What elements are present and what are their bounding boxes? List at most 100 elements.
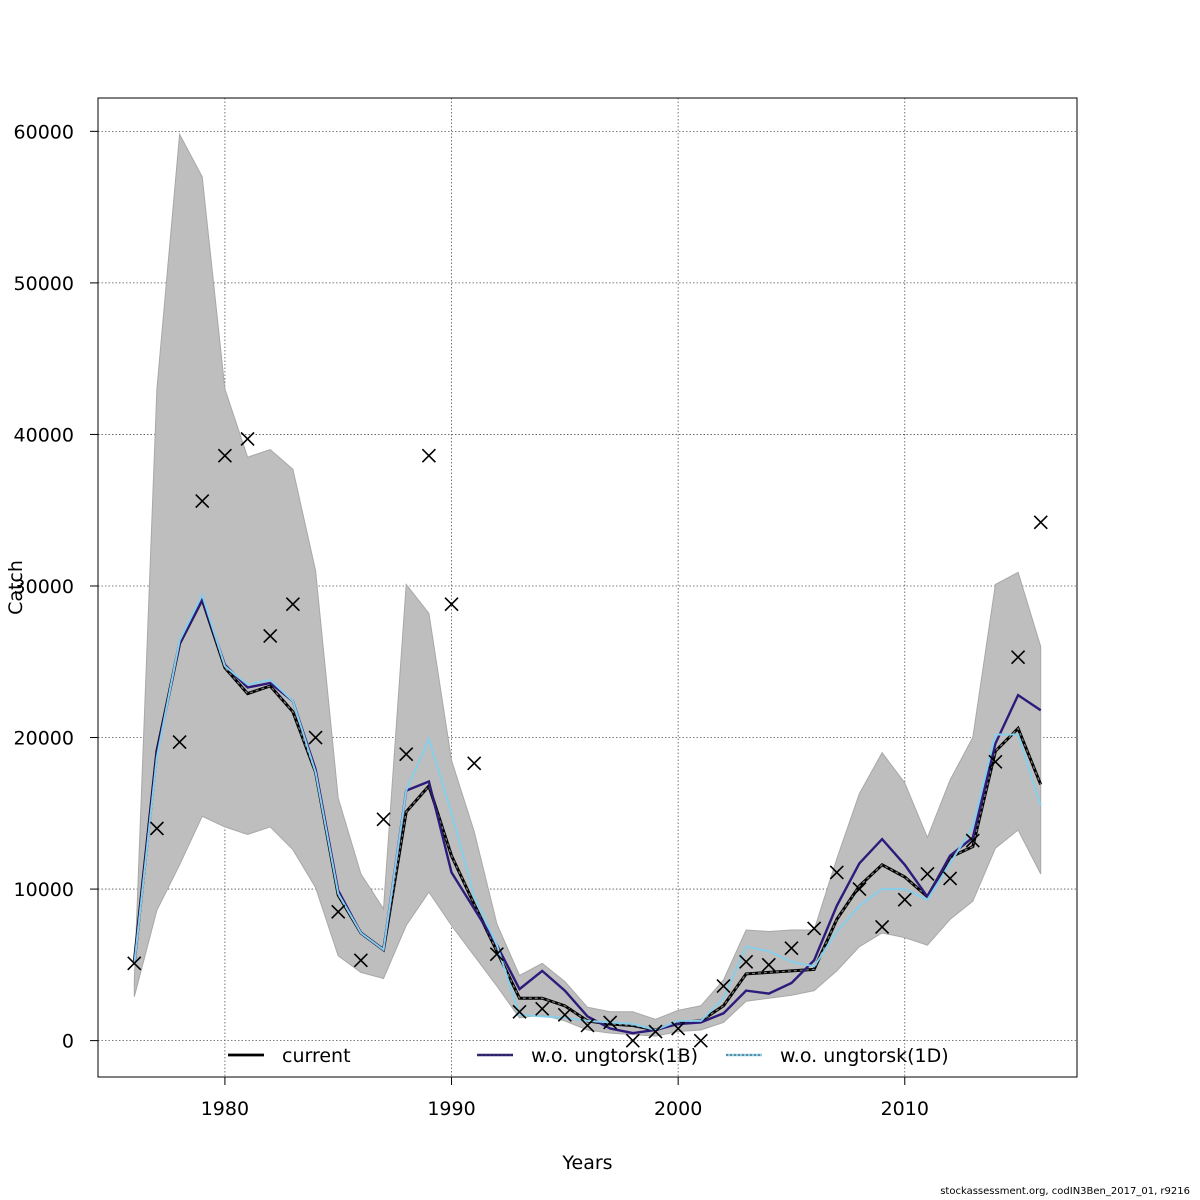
- observation-point: [648, 1024, 663, 1039]
- observation-point-stroke: [739, 954, 754, 969]
- observation-point: [625, 1033, 640, 1048]
- legend-label: w.o. ungtorsk(1B): [531, 1045, 698, 1067]
- observation-point: [1033, 515, 1048, 530]
- series-line-1d: [133, 592, 1042, 1032]
- y-tick-label: 10000: [14, 879, 74, 901]
- observation-point-stroke: [467, 756, 482, 771]
- y-axis-title: Catch: [5, 560, 27, 615]
- observation-point: [603, 1015, 618, 1030]
- x-tick-label: 2000: [654, 1098, 702, 1120]
- observation-point: [580, 1018, 595, 1033]
- observation-point: [263, 628, 278, 644]
- observation-point: [240, 431, 255, 447]
- observation-point-stroke: [240, 431, 255, 447]
- observation-point: [308, 730, 323, 745]
- observation-point-stroke: [784, 941, 799, 956]
- y-tick-label: 40000: [14, 424, 74, 446]
- x-axis-title: Years: [561, 1152, 612, 1174]
- observation-point-stroke: [421, 448, 436, 463]
- y-tick-label: 30000: [14, 576, 74, 598]
- y-tick-label: 20000: [14, 728, 74, 750]
- series-line-current-dots: [133, 597, 1042, 1031]
- observation-point: [716, 979, 731, 994]
- observation-point-stroke: [308, 730, 323, 745]
- observation-point: [807, 921, 822, 936]
- observation-point-stroke: [353, 953, 368, 968]
- observation-point: [852, 882, 867, 897]
- confidence-band-area: [133, 132, 1042, 1037]
- observation-point: [739, 954, 754, 969]
- observation-point: [217, 448, 232, 463]
- y-tick-label: 50000: [14, 273, 74, 295]
- observation-point: [920, 866, 935, 881]
- observation-point-stroke: [1011, 650, 1026, 665]
- observation-point: [988, 754, 1003, 769]
- observation-point: [875, 919, 890, 935]
- observation-point-stroke: [807, 921, 822, 936]
- observation-point-stroke: [603, 1015, 618, 1030]
- observation-point-stroke: [535, 1001, 550, 1016]
- observation-point: [1011, 650, 1026, 665]
- observation-point-stroke: [829, 865, 844, 880]
- observation-point: [671, 1021, 686, 1036]
- observation-point-stroke: [331, 904, 346, 919]
- observation-point-stroke: [285, 597, 300, 612]
- observation-point: [467, 756, 482, 771]
- observation-point-stroke: [671, 1021, 686, 1036]
- observation-point-stroke: [376, 812, 391, 827]
- observation-point-stroke: [127, 956, 142, 971]
- observation-point-stroke: [444, 597, 459, 612]
- y-tick-label: 0: [62, 1031, 74, 1053]
- observation-point-stroke: [761, 957, 776, 972]
- observation-point: [127, 956, 142, 971]
- observation-point-stroke: [693, 1033, 708, 1048]
- observation-point: [535, 1001, 550, 1016]
- observation-point-stroke: [943, 871, 958, 886]
- observation-point: [285, 597, 300, 612]
- observation-point: [512, 1004, 527, 1019]
- observation-points: [127, 431, 1048, 1048]
- confidence-band: [133, 132, 1042, 1037]
- legend: current w.o. ungtorsk(1B) w.o. ungtorsk(1D…: [228, 1045, 949, 1067]
- observation-point: [897, 892, 912, 907]
- observation-point: [693, 1033, 708, 1048]
- x-tick-label: 2010: [881, 1098, 929, 1120]
- observation-point: [489, 947, 504, 962]
- observation-point-stroke: [920, 866, 935, 881]
- footer-credit: stockassessment.org, codIN3Ben_2017_01, …: [940, 1186, 1190, 1197]
- observation-point: [195, 494, 210, 509]
- legend-label: w.o. ungtorsk(1D): [780, 1045, 949, 1067]
- observation-point-stroke: [217, 448, 232, 463]
- observation-point-stroke: [557, 1007, 572, 1022]
- observation-point: [829, 865, 844, 880]
- observation-point-stroke: [852, 882, 867, 897]
- observation-point-stroke: [965, 833, 980, 848]
- observation-point: [557, 1007, 572, 1022]
- observation-point: [761, 957, 776, 972]
- observation-point: [784, 941, 799, 956]
- observation-point-stroke: [263, 628, 278, 644]
- observation-point: [172, 735, 187, 750]
- observation-point: [965, 833, 980, 848]
- observation-point: [353, 953, 368, 968]
- legend-label: current: [282, 1045, 351, 1067]
- series-lines: [132, 592, 1043, 1035]
- observation-point-stroke: [716, 979, 731, 994]
- observation-point-stroke: [625, 1033, 640, 1048]
- plot-frame: [97, 97, 1078, 1078]
- x-tick-label: 1990: [427, 1098, 475, 1120]
- observation-point: [943, 871, 958, 886]
- observation-point-stroke: [988, 754, 1003, 769]
- observation-point: [331, 904, 346, 919]
- observation-point: [376, 812, 391, 827]
- observation-point-stroke: [648, 1024, 663, 1039]
- observation-point-stroke: [195, 494, 210, 509]
- y-tick-label: 60000: [14, 121, 74, 143]
- observation-point-stroke: [512, 1004, 527, 1019]
- observation-point: [399, 747, 414, 762]
- x-tick-label: 1980: [201, 1098, 249, 1120]
- observation-point-stroke: [489, 947, 504, 962]
- observation-point-stroke: [1033, 515, 1048, 530]
- observation-point-stroke: [875, 919, 890, 935]
